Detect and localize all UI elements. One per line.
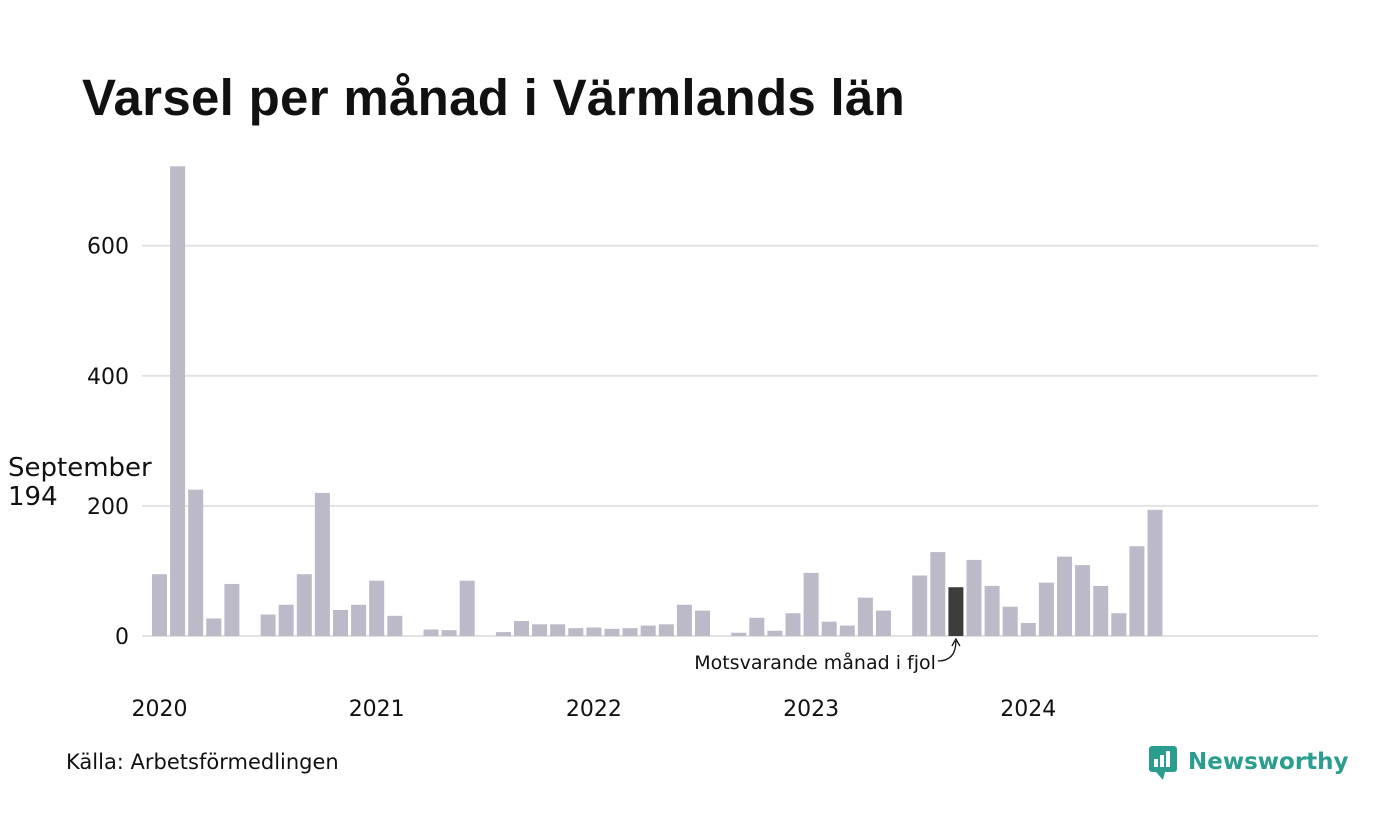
bar	[803, 572, 819, 636]
bar	[1111, 613, 1127, 636]
y-axis-labels: 0 200 400 600	[87, 235, 129, 650]
bar-reference	[948, 587, 964, 636]
bar	[1038, 582, 1054, 636]
bar	[749, 617, 765, 636]
bar	[1002, 606, 1018, 636]
x-tick-label: 2022	[566, 697, 622, 722]
y-tick-label: 600	[87, 235, 129, 260]
annotation-text: Motsvarande månad i fjol	[694, 651, 936, 674]
bars	[152, 166, 1163, 637]
x-tick-label: 2020	[132, 697, 188, 722]
bar	[785, 613, 801, 636]
chart-title: Varsel per månad i Värmlands län	[82, 69, 906, 126]
bar	[857, 597, 873, 636]
bar	[930, 552, 946, 636]
bar	[278, 604, 294, 636]
annotation-arrow	[937, 640, 957, 662]
bar	[1020, 622, 1036, 636]
bar	[876, 610, 891, 636]
bar	[387, 615, 403, 636]
bar	[640, 625, 656, 636]
bar	[586, 627, 602, 636]
bar	[423, 629, 439, 636]
y-tick-label: 200	[87, 495, 129, 520]
bar	[839, 625, 855, 636]
y-tick-label: 400	[87, 365, 129, 390]
bar	[676, 604, 692, 636]
bar	[821, 621, 837, 636]
bar	[912, 575, 928, 636]
bar	[532, 624, 548, 636]
bar	[441, 630, 457, 636]
bar	[224, 583, 240, 636]
bar	[604, 628, 620, 636]
bar	[767, 630, 783, 636]
reference-annotation: Motsvarande månad i fjol	[694, 637, 961, 674]
source-note: Källa: Arbetsförmedlingen	[66, 750, 339, 774]
x-tick-label: 2024	[1000, 697, 1056, 722]
bar	[1093, 585, 1109, 636]
x-axis-labels: 2020 2021 2022 2023 2024	[132, 697, 1057, 722]
bar	[731, 632, 747, 636]
bar	[622, 628, 638, 636]
bar	[260, 614, 276, 636]
y-tick-label: 0	[115, 625, 129, 650]
bar	[658, 624, 674, 636]
bar	[333, 609, 348, 636]
brand-logo[interactable]: Newsworthy	[1148, 744, 1349, 780]
bar	[695, 610, 710, 636]
x-tick-label: 2023	[783, 697, 839, 722]
bar	[206, 618, 222, 636]
bar	[369, 580, 385, 636]
bar	[314, 492, 330, 636]
newsworthy-logo-icon	[1149, 746, 1177, 780]
bar	[1075, 565, 1091, 636]
bar	[1057, 556, 1072, 636]
bar	[152, 574, 167, 636]
bar	[495, 632, 511, 636]
bar	[550, 624, 566, 636]
bar	[1129, 546, 1145, 636]
annotation-arrowhead	[951, 637, 961, 647]
x-tick-label: 2021	[349, 697, 405, 722]
bar	[170, 166, 186, 637]
bar	[296, 574, 312, 636]
highlight-month-label: September	[8, 453, 152, 483]
bar	[459, 580, 475, 636]
bar	[966, 559, 982, 636]
highlight-value-label: 194	[8, 482, 58, 512]
bar	[514, 621, 529, 636]
bar	[568, 628, 584, 636]
bar	[351, 604, 367, 636]
bar	[984, 585, 1000, 636]
brand-name: Newsworthy	[1188, 749, 1349, 775]
bar	[1147, 509, 1163, 636]
bar	[188, 489, 204, 636]
